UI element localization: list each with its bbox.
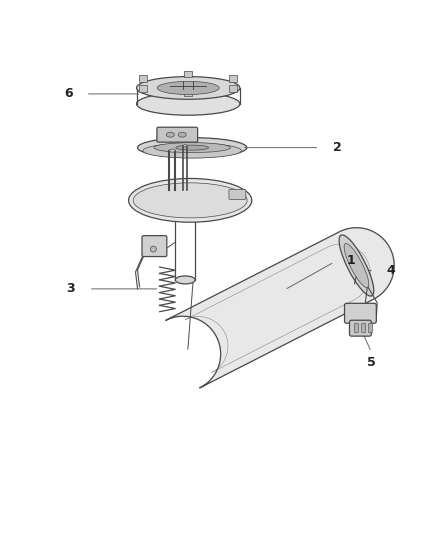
Ellipse shape [154, 143, 230, 152]
Ellipse shape [339, 235, 374, 296]
FancyBboxPatch shape [229, 85, 237, 92]
Text: 2: 2 [333, 141, 342, 154]
Ellipse shape [170, 149, 175, 152]
Text: 4: 4 [386, 264, 395, 277]
FancyBboxPatch shape [345, 303, 376, 323]
Ellipse shape [157, 82, 219, 94]
FancyBboxPatch shape [157, 127, 198, 142]
Ellipse shape [178, 132, 186, 137]
Ellipse shape [183, 144, 187, 147]
FancyBboxPatch shape [184, 70, 192, 77]
FancyBboxPatch shape [142, 236, 167, 256]
Ellipse shape [166, 132, 174, 137]
FancyBboxPatch shape [361, 322, 365, 332]
FancyBboxPatch shape [139, 75, 148, 82]
Text: 6: 6 [65, 87, 73, 100]
Ellipse shape [176, 145, 208, 150]
Ellipse shape [175, 276, 195, 284]
FancyBboxPatch shape [139, 85, 148, 92]
Text: 5: 5 [367, 356, 376, 368]
Text: 3: 3 [67, 282, 75, 295]
Ellipse shape [133, 183, 247, 218]
Text: 1: 1 [347, 254, 356, 266]
FancyBboxPatch shape [229, 75, 237, 82]
FancyBboxPatch shape [354, 322, 358, 332]
Ellipse shape [344, 244, 369, 288]
Polygon shape [166, 228, 394, 387]
Circle shape [150, 246, 156, 252]
Ellipse shape [137, 93, 240, 115]
FancyBboxPatch shape [184, 90, 192, 96]
FancyBboxPatch shape [368, 322, 372, 332]
FancyBboxPatch shape [229, 189, 246, 199]
Ellipse shape [129, 179, 252, 222]
Ellipse shape [143, 143, 241, 158]
Ellipse shape [137, 77, 240, 99]
Ellipse shape [138, 138, 247, 158]
FancyBboxPatch shape [350, 320, 371, 336]
